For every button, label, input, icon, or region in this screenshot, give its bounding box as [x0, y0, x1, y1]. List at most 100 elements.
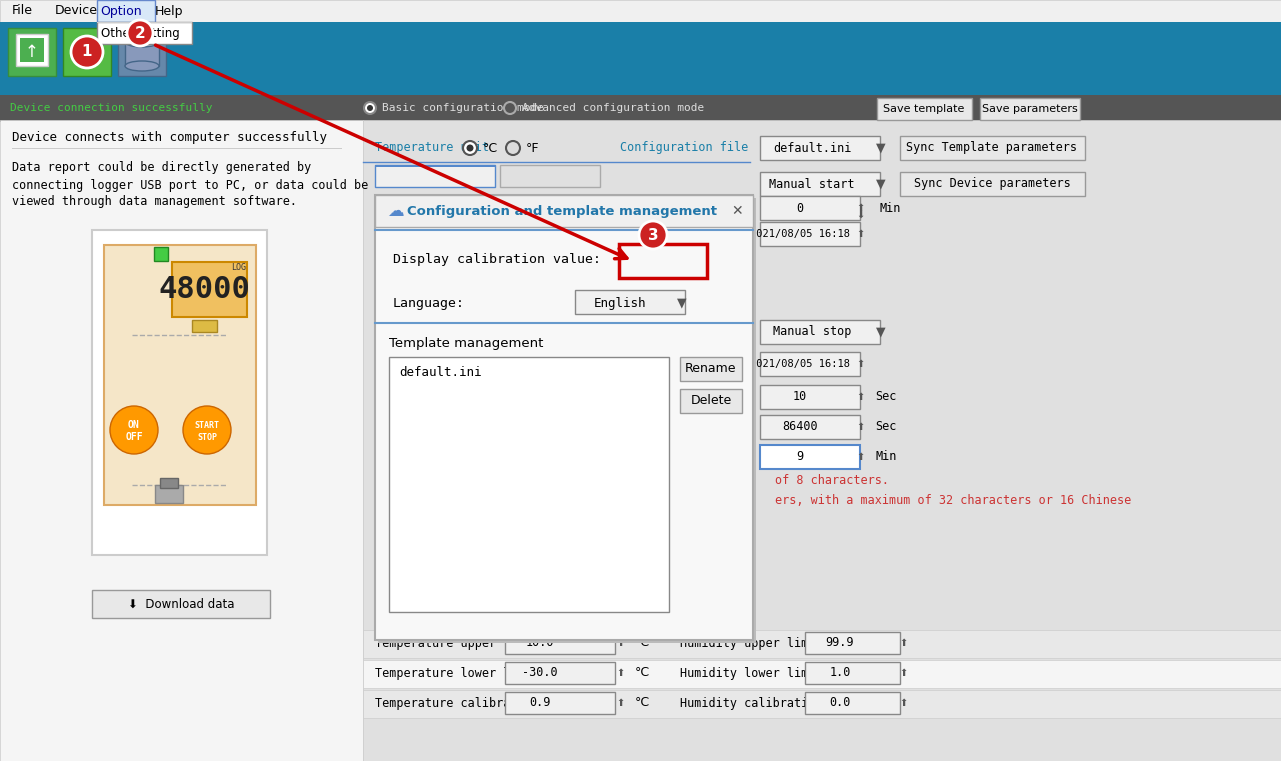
Text: Temperature unit: Temperature unit: [375, 142, 489, 154]
Text: ⬆: ⬆: [899, 668, 907, 678]
Bar: [0, 95, 1281, 122]
Bar: [363, 660, 1281, 688]
Text: www.thermo-hygro.com: www.thermo-hygro.com: [658, 642, 842, 658]
Bar: [804, 692, 901, 714]
Circle shape: [462, 141, 477, 155]
Text: LOG: LOG: [232, 263, 246, 272]
Text: -30.0: -30.0: [523, 667, 557, 680]
Text: Device connection successfully: Device connection successfully: [10, 103, 213, 113]
Text: Manual stop: Manual stop: [772, 326, 851, 339]
Text: 1: 1: [82, 44, 92, 59]
Text: °C: °C: [635, 636, 651, 649]
Text: 0: 0: [797, 202, 803, 215]
Text: 0.9: 0.9: [529, 696, 551, 709]
Circle shape: [127, 20, 152, 46]
Bar: [15, 34, 47, 66]
Text: Humidity upper limit:: Humidity upper limit:: [680, 638, 830, 651]
Bar: [375, 165, 494, 187]
Circle shape: [70, 36, 102, 68]
Bar: [97, 0, 155, 22]
Text: 0.0: 0.0: [829, 696, 851, 709]
Text: °C: °C: [635, 696, 651, 709]
Bar: [12, 148, 342, 149]
Bar: [375, 195, 753, 227]
Text: ⬇: ⬇: [856, 210, 865, 220]
Text: ⬆: ⬆: [616, 668, 624, 678]
Text: File: File: [12, 5, 33, 18]
Bar: [505, 632, 615, 654]
Text: default.ini: default.ini: [398, 367, 482, 380]
Bar: [760, 136, 880, 160]
Text: Device: Device: [55, 5, 99, 18]
Text: Sync Device parameters: Sync Device parameters: [913, 177, 1071, 190]
Text: Basic configuration mode: Basic configuration mode: [382, 103, 544, 113]
Text: 10.0: 10.0: [525, 636, 555, 649]
Bar: [804, 632, 901, 654]
Text: ⬆: ⬆: [899, 638, 907, 648]
Text: www.thermo-hygro.com: www.thermo-hygro.com: [808, 342, 991, 358]
Bar: [375, 195, 753, 640]
Bar: [375, 165, 494, 167]
Text: Display calibration value:: Display calibration value:: [393, 253, 601, 266]
Bar: [901, 136, 1085, 160]
Bar: [172, 262, 247, 317]
Text: 2021/08/05 16:18: 2021/08/05 16:18: [749, 229, 851, 239]
Text: ☁: ☁: [387, 202, 404, 220]
Bar: [0, 22, 1281, 95]
Ellipse shape: [126, 37, 159, 47]
Text: Temperature lower limit:: Temperature lower limit:: [375, 667, 546, 680]
Text: Temperature upper limit:: Temperature upper limit:: [375, 638, 546, 651]
Bar: [363, 690, 1281, 718]
Text: English: English: [594, 297, 646, 310]
Circle shape: [678, 250, 699, 272]
Text: 10: 10: [793, 390, 807, 403]
Circle shape: [503, 102, 516, 114]
Bar: [8, 28, 56, 76]
Bar: [760, 172, 880, 196]
Text: Save template: Save template: [884, 104, 965, 114]
Circle shape: [183, 406, 231, 454]
Bar: [363, 120, 1281, 761]
Bar: [154, 247, 168, 261]
Text: Template management: Template management: [389, 336, 543, 349]
Text: ⬆: ⬆: [856, 452, 865, 462]
Text: Humidity calibration:: Humidity calibration:: [680, 698, 830, 711]
Ellipse shape: [126, 61, 159, 71]
Text: Advanced configuration mode: Advanced configuration mode: [521, 103, 705, 113]
Text: ⚙: ⚙: [74, 38, 100, 66]
Text: ▼: ▼: [876, 177, 885, 190]
Bar: [680, 357, 742, 381]
Circle shape: [110, 406, 158, 454]
Bar: [680, 389, 742, 413]
Text: Delete: Delete: [690, 394, 731, 407]
Text: www.thermo-hygro.com: www.thermo-hygro.com: [459, 323, 642, 337]
Text: www.thermo-hygro.com: www.thermo-hygro.com: [958, 492, 1141, 508]
Bar: [92, 230, 266, 555]
Text: Data report could be directly generated by: Data report could be directly generated …: [12, 161, 311, 174]
Bar: [575, 290, 685, 314]
Bar: [877, 98, 972, 120]
Bar: [760, 320, 880, 344]
Text: ⬆: ⬆: [616, 638, 624, 648]
Text: ⬆: ⬆: [616, 698, 624, 708]
Text: 2: 2: [135, 26, 145, 40]
Text: Language:: Language:: [393, 297, 465, 310]
Bar: [760, 222, 860, 246]
Bar: [760, 196, 860, 220]
Text: 99.9: 99.9: [826, 636, 854, 649]
Text: STOP: STOP: [197, 432, 216, 441]
Bar: [104, 245, 256, 505]
Bar: [20, 38, 44, 62]
Bar: [118, 28, 167, 76]
Text: °C: °C: [635, 667, 651, 680]
Text: Configuration and template management: Configuration and template management: [407, 205, 717, 218]
Text: ⬆: ⬆: [899, 698, 907, 708]
Text: °F: °F: [526, 142, 539, 154]
Text: ⬆: ⬆: [856, 392, 865, 402]
Bar: [160, 478, 178, 488]
Text: Configuration file: Configuration file: [620, 142, 748, 154]
Circle shape: [506, 141, 520, 155]
Text: default.ini: default.ini: [772, 142, 851, 154]
Text: °C: °C: [483, 142, 498, 154]
Text: Sec: Sec: [875, 421, 897, 434]
